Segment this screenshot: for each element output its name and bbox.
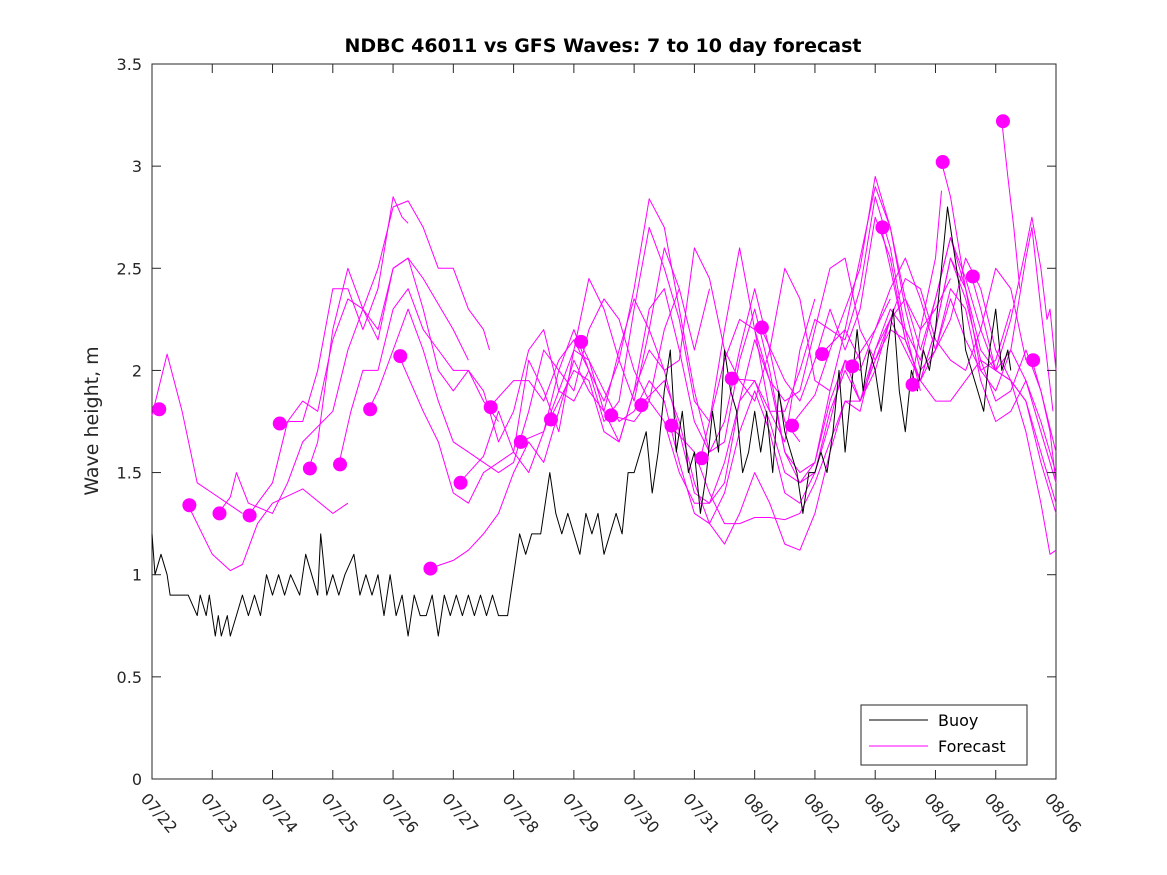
forecast-marker (363, 402, 378, 417)
forecast-marker (212, 506, 227, 521)
forecast-marker (543, 412, 558, 427)
forecast-series-line (941, 161, 1057, 371)
forecast-series-line (151, 353, 243, 514)
forecast-series-line (609, 278, 951, 504)
forecast-series-line (790, 175, 1057, 473)
forecast-marker (815, 347, 830, 362)
forecast-marker (302, 461, 317, 476)
forecast-marker (694, 451, 709, 466)
forecast-marker (453, 475, 468, 490)
y-tick-label: 3 (132, 157, 142, 176)
forecast-marker (664, 418, 679, 433)
y-tick-label: 1.5 (117, 464, 142, 483)
forecast-marker (724, 371, 739, 386)
forecast-series-line (308, 200, 490, 469)
forecast-series-line (247, 257, 499, 516)
forecast-marker (965, 269, 980, 284)
forecast-marker (754, 320, 769, 335)
legend-forecast-label: Forecast (938, 737, 1006, 756)
chart-title: NDBC 46011 vs GFS Waves: 7 to 10 day for… (344, 35, 861, 57)
forecast-series-line (910, 190, 942, 385)
legend-box (860, 704, 1028, 766)
forecast-marker (604, 408, 619, 423)
y-tick-label: 0.5 (117, 668, 142, 687)
forecast-marker (875, 220, 890, 235)
y-tick-label: 3.5 (117, 55, 142, 74)
forecast-series-line (459, 226, 816, 484)
forecast-series-line (338, 288, 590, 465)
forecast-series-line (187, 488, 349, 572)
forecast-series-line (1031, 360, 1057, 483)
forecast-series-line (398, 247, 710, 504)
series-layer (151, 114, 1057, 637)
forecast-marker (634, 398, 649, 413)
legend: Buoy Forecast (860, 704, 1028, 766)
legend-buoy-label: Buoy (938, 711, 978, 730)
y-tick-label: 2 (132, 361, 142, 380)
forecast-marker (182, 498, 197, 513)
forecast-series-line (579, 308, 921, 525)
forecast-marker (1026, 353, 1041, 368)
forecast-series-line (278, 196, 409, 424)
forecast-marker (513, 434, 528, 449)
forecast-marker (242, 508, 257, 523)
forecast-series-line (669, 298, 1012, 525)
forecast-marker (152, 402, 167, 417)
forecast-series-line (850, 257, 1057, 514)
forecast-series-line (880, 227, 1057, 555)
forecast-marker (905, 377, 920, 392)
forecast-marker (393, 349, 408, 364)
forecast-series-line (489, 198, 801, 453)
forecast-series-line (971, 226, 1054, 412)
forecast-series-line (1001, 121, 1021, 289)
forecast-marker (272, 416, 287, 431)
y-tick-label: 0 (132, 770, 142, 789)
forecast-marker (483, 400, 498, 415)
forecast-marker (785, 418, 800, 433)
forecast-marker (333, 457, 348, 472)
forecast-marker (574, 334, 589, 349)
forecast-marker (423, 561, 438, 576)
forecast-series-line (699, 257, 1027, 459)
forecast-marker (935, 155, 950, 170)
forecast-marker (995, 114, 1010, 129)
forecast-series-line (217, 257, 469, 514)
y-axis-title: Wave height, m (81, 346, 103, 495)
forecast-marker (845, 359, 860, 374)
forecast-series-line (549, 298, 891, 504)
y-tick-label: 2.5 (117, 259, 142, 278)
y-tick-label: 1 (132, 566, 142, 585)
forecast-series-line (519, 288, 861, 474)
buoy-series-line (151, 206, 1012, 637)
